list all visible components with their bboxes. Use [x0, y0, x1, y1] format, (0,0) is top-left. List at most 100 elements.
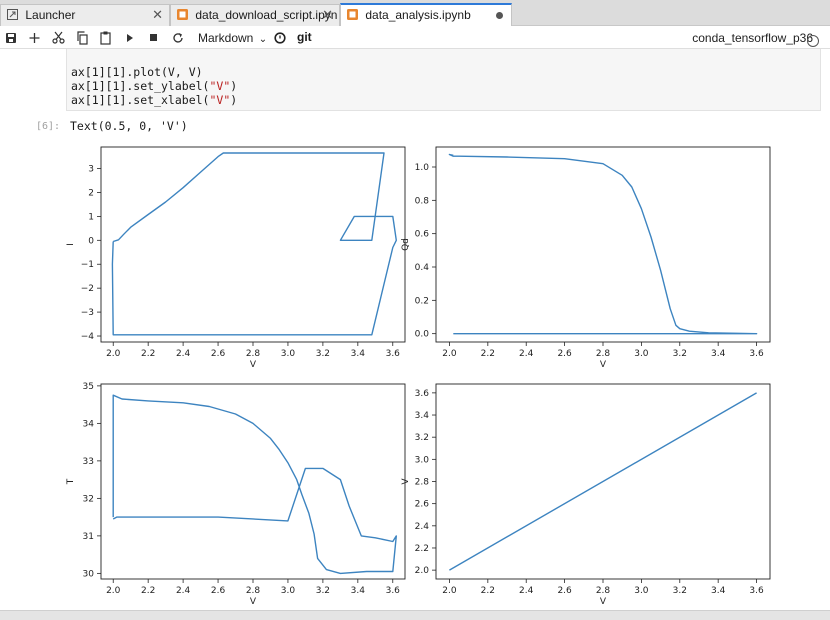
y-tick-label: 35 [83, 382, 94, 392]
x-tick-label: 3.4 [351, 349, 366, 359]
output-figure: 2.0 2.2 2.4 2.6 2.8 3.0 3.2 3.4 3.6 −4 −3 −2 −1 0 1 2 3 V… [66, 146, 771, 607]
cut-button[interactable] [52, 30, 65, 46]
x-tick-label: 2.6 [211, 349, 226, 359]
save-icon [6, 33, 16, 43]
x-tick-label: 3.6 [749, 349, 764, 359]
y-axis-label: T [66, 478, 76, 485]
restart-button[interactable] [172, 30, 184, 46]
axes-frame [435, 146, 771, 343]
axes-frame [100, 383, 406, 580]
y-axis-label: Qd [401, 238, 411, 251]
x-tick-label: 3.4 [711, 349, 726, 359]
x-tick-label: 3.2 [673, 586, 687, 596]
kernel-status-icon [807, 35, 819, 47]
y-tick-label: 2.4 [415, 522, 430, 532]
x-tick-label: 2.2 [481, 586, 495, 596]
y-tick-label: −3 [81, 308, 94, 318]
play-icon [127, 34, 133, 42]
x-tick-label: 3.2 [316, 349, 330, 359]
paste-icon [100, 31, 111, 45]
x-tick-label: 3.2 [673, 349, 687, 359]
x-tick-label: 3.0 [281, 349, 296, 359]
notebook-toolbar: Markdown ⌄ git conda_tensorflow_p36 [0, 27, 830, 49]
x-tick-label: 3.6 [749, 586, 764, 596]
x-tick-label: 2.4 [176, 586, 191, 596]
copy-button[interactable] [77, 30, 88, 46]
restart-icon [173, 33, 183, 43]
run-button[interactable] [126, 30, 134, 46]
y-tick-label: 34 [83, 419, 95, 429]
insert-cell-button[interactable] [29, 30, 40, 46]
y-tick-label: 0 [88, 236, 94, 246]
clock-button[interactable] [274, 30, 286, 46]
y-tick-label: 2.2 [415, 544, 429, 554]
y-tick-label: 30 [83, 569, 95, 579]
chevron-down-icon: ⌄ [258, 34, 268, 45]
y-tick-label: 0.2 [415, 296, 429, 306]
y-tick-label: −2 [81, 284, 94, 294]
x-tick-label: 3.4 [351, 586, 366, 596]
y-tick-label: 3.0 [415, 455, 430, 465]
cell-type-label: Markdown [198, 31, 254, 45]
tab-data-analysis[interactable]: data_analysis.ipynb [340, 3, 512, 26]
cell-type-dropdown[interactable]: Markdown ⌄ [198, 30, 267, 48]
x-tick-label: 3.0 [634, 586, 649, 596]
tab-data-download-script[interactable]: data_download_script.ipyn ✕ [170, 4, 340, 26]
x-tick-label: 2.2 [141, 586, 155, 596]
x-axis-label: V [250, 360, 257, 370]
code-cell[interactable]: ax[1][1].plot(V, V) ax[1][1].set_ylabel(… [66, 49, 821, 111]
y-tick-label: 2 [88, 188, 94, 198]
x-tick-label: 2.6 [557, 586, 572, 596]
x-tick-label: 2.4 [519, 586, 534, 596]
x-tick-label: 3.4 [711, 586, 726, 596]
git-button[interactable]: git [297, 30, 312, 44]
x-tick-label: 2.8 [596, 349, 611, 359]
close-icon[interactable]: ✕ [322, 7, 333, 22]
x-tick-label: 3.6 [386, 349, 401, 359]
kernel-name[interactable]: conda_tensorflow_p36 [692, 30, 819, 47]
x-tick-label: 2.8 [596, 586, 611, 596]
x-tick-label: 2.8 [246, 349, 261, 359]
x-tick-label: 3.0 [281, 586, 296, 596]
y-tick-label: 2.6 [415, 500, 430, 510]
y-tick-label: 0.6 [415, 230, 430, 240]
y-tick-label: 1.0 [415, 163, 430, 173]
tab-launcher[interactable]: Launcher ✕ [0, 4, 170, 26]
save-button[interactable] [5, 30, 17, 46]
launcher-icon [7, 9, 18, 20]
x-tick-label: 2.6 [557, 349, 572, 359]
tab-bar: Launcher ✕ data_download_script.ipyn ✕ d… [0, 0, 830, 26]
unsaved-dot-icon[interactable] [496, 12, 503, 19]
code-line: ax[1][1].plot(V, V) [71, 65, 203, 79]
kernel-label: conda_tensorflow_p36 [692, 31, 813, 45]
status-bar [0, 610, 830, 620]
series-line [111, 152, 397, 336]
y-axis-label: V [401, 478, 411, 485]
x-tick-label: 2.0 [106, 349, 121, 359]
x-tick-label: 2.6 [211, 586, 226, 596]
x-axis-label: V [600, 360, 607, 370]
x-tick-label: 2.4 [176, 349, 191, 359]
subplot-2: 2.0 2.2 2.4 2.6 2.8 3.0 3.2 3.4 3.6 0.0 0.2 0.4 0.6 0… [401, 146, 771, 370]
stop-icon [150, 34, 157, 41]
y-tick-label: 1 [88, 212, 94, 222]
y-tick-label: −1 [81, 260, 94, 270]
plus-icon [29, 33, 40, 43]
y-tick-label: −4 [81, 332, 95, 342]
subplot-1: 2.0 2.2 2.4 2.6 2.8 3.0 3.2 3.4 3.6 −4 −3 −2 −1 0 1 2 3 V… [66, 146, 406, 370]
y-tick-label: 2.8 [415, 478, 430, 488]
notebook-icon [347, 9, 358, 20]
close-icon[interactable]: ✕ [152, 7, 163, 22]
tab-label: data_analysis.ipynb [365, 8, 471, 22]
y-tick-label: 33 [83, 457, 94, 467]
x-tick-label: 2.8 [246, 586, 261, 596]
x-tick-label: 2.2 [141, 349, 155, 359]
stop-button[interactable] [149, 30, 158, 46]
x-tick-label: 3.6 [386, 586, 401, 596]
paste-button[interactable] [100, 30, 111, 46]
output-text: Text(0.5, 0, 'V') [70, 119, 188, 133]
tab-label: Launcher [25, 8, 76, 22]
output-prompt: [6]: [36, 121, 61, 132]
notebook-icon [177, 9, 188, 20]
y-tick-label: 2.0 [415, 566, 430, 576]
